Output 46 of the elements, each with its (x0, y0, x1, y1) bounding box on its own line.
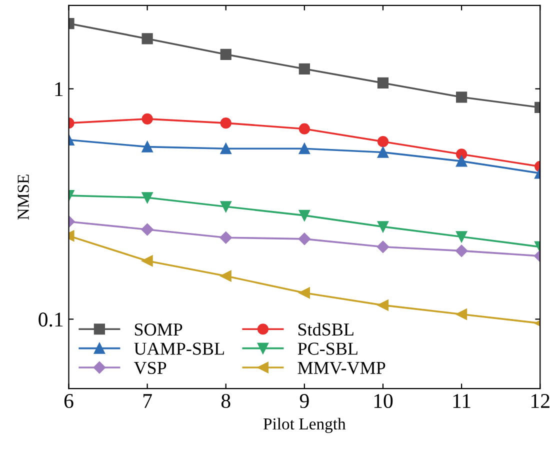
point (298, 232, 311, 246)
point (220, 48, 232, 60)
y-tick-label: 0.1 (38, 312, 63, 327)
point (377, 300, 389, 311)
legend-label: MMV-VMP (298, 362, 386, 374)
point (220, 201, 232, 212)
x-axis-title: Pilot Length (263, 418, 346, 433)
point (141, 223, 154, 236)
point (298, 123, 310, 134)
point (220, 118, 232, 129)
point (377, 221, 389, 232)
point (298, 287, 310, 298)
x-tick-label: 6 (64, 394, 74, 408)
y-tick-label: 1 (55, 82, 63, 96)
point (456, 308, 468, 320)
point (456, 92, 468, 103)
point (377, 136, 389, 148)
legend-label: StdSBL (298, 322, 354, 336)
x-tick-label: 8 (221, 394, 230, 408)
point (456, 156, 468, 167)
point (220, 231, 232, 244)
point (298, 63, 310, 74)
x-tick-label: 10 (374, 394, 393, 408)
point (298, 210, 310, 221)
point (142, 141, 153, 152)
legend-label: UAMP-SBL (134, 342, 224, 355)
point (455, 244, 468, 257)
point (142, 113, 153, 124)
legend-label: VSP (134, 362, 166, 374)
point (142, 33, 153, 44)
y-axis-title: NMSE (18, 174, 29, 220)
x-tick-label: 12 (532, 394, 550, 408)
point (377, 77, 389, 89)
x-tick-label: 9 (300, 394, 309, 408)
x-tick-label: 11 (453, 394, 470, 408)
legend-label: SOMP (134, 323, 182, 336)
point (220, 270, 232, 282)
x-tick-label: 7 (143, 394, 152, 408)
point (142, 255, 153, 266)
point (456, 231, 468, 242)
legend-label: PC-SBL (298, 342, 358, 355)
point (376, 240, 390, 253)
point (377, 146, 389, 158)
point (298, 143, 310, 154)
point (142, 192, 153, 204)
point (220, 143, 232, 154)
